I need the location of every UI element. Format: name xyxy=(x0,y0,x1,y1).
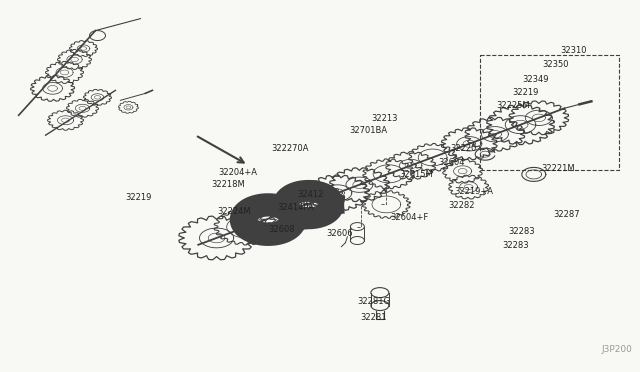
Text: 32219+A: 32219+A xyxy=(454,187,493,196)
Text: 32221M: 32221M xyxy=(541,164,575,173)
Text: 32283: 32283 xyxy=(502,241,529,250)
Text: 32606: 32606 xyxy=(326,229,353,238)
Text: 32283: 32283 xyxy=(508,227,535,236)
Text: 322270A: 322270A xyxy=(271,144,309,153)
Text: 32213: 32213 xyxy=(372,114,398,123)
Text: 32219: 32219 xyxy=(125,193,152,202)
Text: 32204+A: 32204+A xyxy=(219,167,258,177)
Text: 32412: 32412 xyxy=(297,190,323,199)
Text: 32281: 32281 xyxy=(360,313,387,322)
Text: 32604: 32604 xyxy=(438,158,465,167)
Text: 32218M: 32218M xyxy=(211,180,245,189)
Text: 32281G: 32281G xyxy=(357,297,390,306)
Text: 32414PA: 32414PA xyxy=(278,203,314,212)
Text: J3P200: J3P200 xyxy=(602,345,633,354)
Text: 32225M: 32225M xyxy=(497,101,531,110)
Text: 32701BA: 32701BA xyxy=(349,126,387,135)
Bar xyxy=(479,55,620,170)
Text: 32615M: 32615M xyxy=(399,170,433,179)
Text: 32604+F: 32604+F xyxy=(390,214,429,222)
Text: 32287: 32287 xyxy=(554,211,580,219)
Text: 32349: 32349 xyxy=(522,75,548,84)
Text: 32350: 32350 xyxy=(542,60,569,69)
Text: 32224M: 32224M xyxy=(218,208,251,217)
Text: 32310: 32310 xyxy=(560,46,587,55)
Text: 32219: 32219 xyxy=(513,88,539,97)
Text: 32608: 32608 xyxy=(269,225,296,234)
Text: 32220: 32220 xyxy=(451,144,477,153)
Text: 32282: 32282 xyxy=(449,201,475,211)
